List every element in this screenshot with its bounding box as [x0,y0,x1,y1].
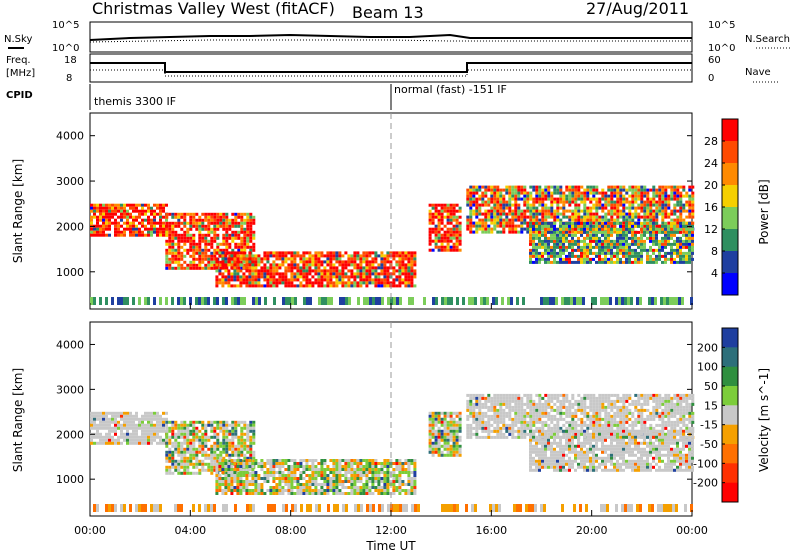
noise-search-line [90,40,692,42]
nave-tick-bottom: 0 [708,73,714,84]
velocity-colorbar-tick: 200 [697,341,718,354]
power-y-axis-label: Slant Range [km] [11,159,25,263]
power-colorbar-swatch [722,185,738,208]
noise-left-tick-top: 10^5 [52,20,79,31]
nave-tick-top: 60 [708,55,721,66]
velocity-colorbar-swatch [722,367,738,387]
cpid-label: CPID [6,90,33,101]
velocity-colorbar: 200 100 50 15 -15 -50 -100 -200 [693,328,738,503]
velocity-colorbar-swatch [722,405,738,425]
power-colorbar-label: Power [dB] [757,179,771,244]
freq-panel: Freq. [MHz] 18 8 60 0 Nave [6,54,780,84]
power-colorbar-swatch [722,229,738,252]
power-y-tick-label: 4000 [56,130,84,143]
power-colorbar-tick: 4 [711,267,718,280]
velocity-y-tick-label: 2000 [56,428,84,441]
time-tick-label: 00:00 [74,524,106,537]
time-axis-label: Time UT [365,539,416,553]
power-y-tick-label: 2000 [56,220,84,233]
velocity-colorbar-swatch [722,463,738,483]
power-y-tick-label: 1000 [56,266,84,279]
noise-right-tick-bottom: 10^0 [708,43,735,54]
noise-right-label: N.Search [745,34,790,45]
power-colorbar-swatch [722,119,738,142]
noise-panel: N.Sky 10^5 10^0 10^5 10^0 N.Search [4,20,790,54]
time-tick-label: 20:00 [576,524,608,537]
velocity-colorbar-tick: -100 [693,457,718,470]
power-colorbar-swatch [722,207,738,230]
velocity-colorbar-swatch [722,347,738,367]
velocity-colorbar-tick: -200 [693,477,718,490]
velocity-colorbar-tick: 100 [697,361,718,374]
power-y-tick-label: 3000 [56,175,84,188]
power-region [215,251,416,287]
noise-sky-line [90,35,692,40]
power-colorbar-tick: 16 [704,201,718,214]
power-colorbar-swatch [722,273,738,296]
velocity-panel: 1000 2000 3000 4000 Slant Range [km] [11,322,694,516]
freq-label-2: [MHz] [6,68,35,79]
velocity-colorbar-swatch [722,483,738,503]
freq-line [90,63,692,72]
cpid-segment-2: normal (fast) -151 IF [394,83,507,96]
velocity-colorbar-tick: 15 [704,399,718,412]
power-colorbar-swatch [722,251,738,274]
freq-tick-top: 18 [64,55,77,66]
velocity-y-tick-label: 1000 [56,473,84,486]
time-tick-label: 16:00 [475,524,507,537]
velocity-colorbar-swatch [722,425,738,445]
time-tick-label: 04:00 [174,524,206,537]
velocity-y-tick-label: 4000 [56,338,84,351]
velocity-near-range-band [93,504,693,512]
velocity-colorbar-tick: 50 [704,380,718,393]
noise-right-tick-top: 10^5 [708,20,735,31]
power-colorbar-swatch [722,141,738,164]
power-colorbar-swatch [722,163,738,186]
time-tick-label: 00:00 [676,524,708,537]
cpid-row: CPID themis 3300 IF normal (fast) -151 I… [6,83,507,110]
time-tick-label: 12:00 [375,524,407,537]
cpid-segment-1: themis 3300 IF [94,95,176,108]
power-colorbar-tick: 28 [704,135,718,148]
date-title: 27/Aug/2011 [586,0,689,18]
freq-tick-bottom: 8 [66,73,72,84]
velocity-colorbar-tick: -50 [700,438,718,451]
power-panel: 1000 2000 3000 4000 Slant Range [km] [11,113,694,309]
velocity-y-axis-label: Slant Range [km] [11,368,25,472]
power-colorbar-tick: 24 [704,157,718,170]
velocity-colorbar-swatch [722,444,738,464]
power-colorbar-tick: 12 [704,223,718,236]
velocity-colorbar-swatch [722,328,738,348]
velocity-y-tick-label: 3000 [56,383,84,396]
power-colorbar-tick: 8 [711,245,718,258]
noise-left-label: N.Sky [4,34,32,45]
noise-left-tick-bottom: 10^0 [52,43,79,54]
nave-label: Nave [745,67,771,78]
power-region [165,213,255,270]
beam-title: Beam 13 [352,3,424,22]
freq-label-1: Freq. [6,55,31,66]
time-tick-label: 08:00 [275,524,307,537]
station-title: Christmas Valley West (fitACF) [92,0,335,18]
velocity-colorbar-label: Velocity [m s^-1] [757,368,771,472]
power-colorbar-tick: 20 [704,179,718,192]
velocity-colorbar-swatch [722,386,738,406]
velocity-colorbar-tick: -15 [700,419,718,432]
power-colorbar: 28 24 20 16 12 8 4 [704,119,738,296]
